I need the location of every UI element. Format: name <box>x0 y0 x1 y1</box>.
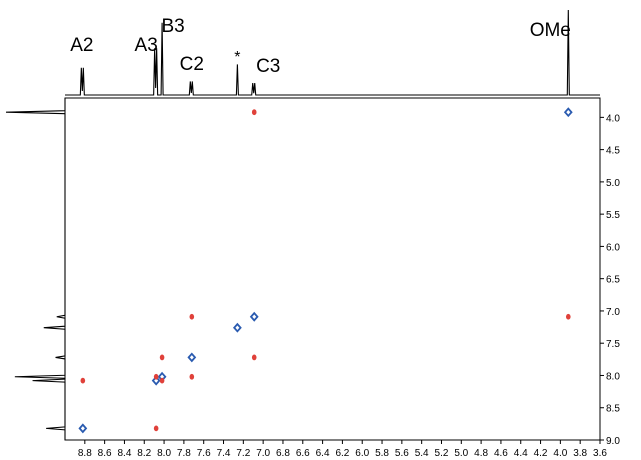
diagonal-peak <box>232 322 242 333</box>
x-tick-label: 8.6 <box>98 448 112 459</box>
cross-peak <box>153 373 159 380</box>
x-tick-label: 4.6 <box>494 448 508 459</box>
x-tick-label: 5.0 <box>454 448 468 459</box>
x-tick-label: 6.2 <box>335 448 349 459</box>
y-tick-label: 6.0 <box>606 242 620 253</box>
y-tick-label: 7.0 <box>606 307 620 318</box>
x-tick-label: 6.6 <box>296 448 310 459</box>
peak-label: B3 <box>161 16 184 37</box>
x-tick-label: 7.6 <box>197 448 211 459</box>
diagonal-peak <box>249 311 259 322</box>
y-axis: 4.0 4.5 5.0 5.5 6.0 6.5 7.0 7.5 8.0 8.5 9.0 <box>600 113 620 447</box>
diagonal-peak <box>187 352 197 363</box>
peak-label: A3 <box>135 35 158 56</box>
peak-label: C2 <box>180 54 204 75</box>
y-tick-label: 5.0 <box>606 178 620 189</box>
x-tick-label: 3.6 <box>593 448 607 459</box>
top-1d-projection <box>65 9 600 96</box>
x-tick-label: 8.2 <box>137 448 151 459</box>
left-projection-trace <box>5 98 66 440</box>
x-tick-label: 3.8 <box>573 448 587 459</box>
plot-frame <box>64 97 601 441</box>
y-tick-label: 8.0 <box>606 371 620 382</box>
cross-peak <box>565 313 571 320</box>
x-tick-label: 7.8 <box>177 448 191 459</box>
cross-peaks <box>78 107 573 434</box>
x-tick-label: 6.4 <box>316 448 330 459</box>
cross-peak <box>159 377 165 384</box>
cross-peak <box>80 377 86 384</box>
x-tick-label: 7.4 <box>217 448 231 459</box>
x-tick-label: 5.6 <box>395 448 409 459</box>
x-tick-label: 5.4 <box>415 448 429 459</box>
cross-peak <box>153 425 159 432</box>
x-tick-label: 4.8 <box>474 448 488 459</box>
x-tick-label: 4.2 <box>534 448 548 459</box>
y-tick-label: 6.5 <box>606 275 620 286</box>
x-tick-label: 8.4 <box>117 448 131 459</box>
y-tick-label: 8.5 <box>606 404 620 415</box>
y-tick-label: 4.5 <box>606 146 620 157</box>
peak-label: A2 <box>70 35 93 56</box>
cross-peak <box>251 109 257 116</box>
x-tick-label: 4.4 <box>514 448 528 459</box>
diagonal-peak <box>563 107 573 118</box>
x-axis: 8.8 8.6 8.4 8.2 8.0 7.8 7.6 7.4 7.2 7.0 6.8 6.6 6.4 6… <box>78 440 607 459</box>
peak-label: OMe <box>530 20 571 41</box>
cross-peak <box>159 354 165 361</box>
x-tick-label: 8.8 <box>78 448 92 459</box>
y-tick-label: 7.5 <box>606 339 620 350</box>
x-tick-label: 8.0 <box>157 448 171 459</box>
y-tick-label: 9.0 <box>606 436 620 447</box>
y-tick-label: 5.5 <box>606 210 620 221</box>
diagonal-peak <box>78 423 88 434</box>
x-tick-label: 5.8 <box>375 448 389 459</box>
cross-peak <box>251 354 257 361</box>
cross-peak <box>189 373 195 380</box>
left-1d-projection <box>5 98 66 440</box>
x-tick-label: 7.0 <box>256 448 270 459</box>
cross-peak <box>189 313 195 320</box>
peak-label: * <box>234 49 240 66</box>
x-tick-label: 6.8 <box>276 448 290 459</box>
x-tick-label: 6.0 <box>355 448 369 459</box>
y-tick-label: 4.0 <box>606 113 620 124</box>
top-projection-trace <box>65 9 600 96</box>
peak-label: C3 <box>256 56 280 77</box>
x-tick-label: 4.0 <box>553 448 567 459</box>
x-tick-label: 7.2 <box>236 448 250 459</box>
x-tick-label: 5.2 <box>435 448 449 459</box>
